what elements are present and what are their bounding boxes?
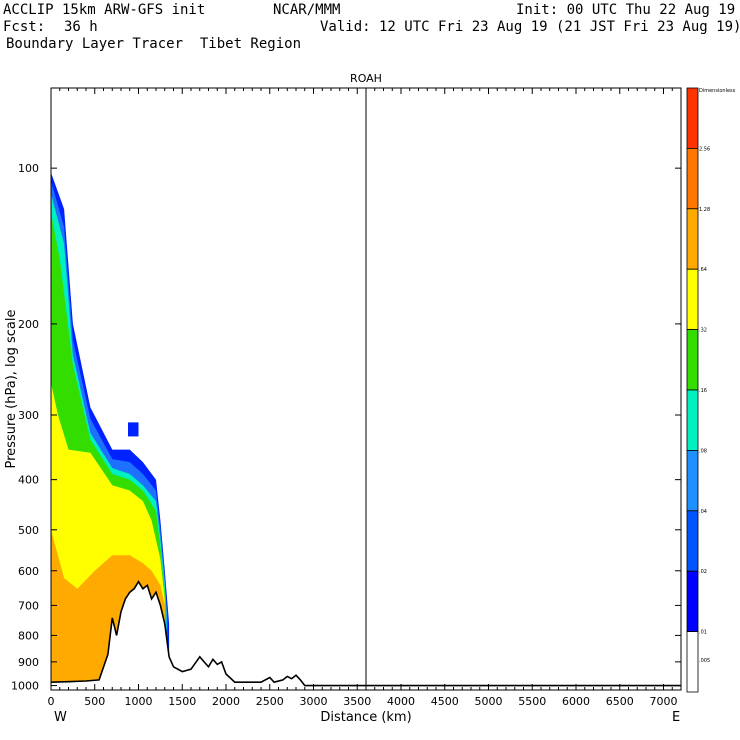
colorbar: Dimensionless 2.56 1.28 .64 .32 .16 .08 .04 .02.… <box>686 87 736 693</box>
x-tick-label: 5000 <box>475 695 503 708</box>
colorbar-label: .32 <box>699 328 707 334</box>
y-tick-label: 700 <box>18 599 39 612</box>
init-time: Init: 00 UTC Thu 22 Aug 19 <box>516 2 736 18</box>
x-tick-label: 5500 <box>518 695 546 708</box>
y-tick-label: 900 <box>18 656 39 669</box>
colorbar-swatch <box>686 147 699 210</box>
colorbar-label: 2.56 <box>699 146 710 152</box>
colorbar-swatch <box>686 631 699 693</box>
colorbar-swatch <box>686 389 699 451</box>
y-tick-label: 1000 <box>11 680 39 693</box>
y-axis: 100 200 300 400 500 600 700 800 900 1000 <box>11 162 681 693</box>
x-tick-label: 2000 <box>212 695 240 708</box>
y-tick-label: 200 <box>18 318 39 331</box>
y-tick-label: 500 <box>18 524 39 537</box>
x-tick-label: 3500 <box>343 695 371 708</box>
colorbar-label: Dimensionless <box>699 88 736 94</box>
terrain-line <box>50 580 681 687</box>
colorbar-label: .04 <box>699 509 707 515</box>
colorbar-swatch <box>686 87 699 149</box>
x-tick-label: 6500 <box>606 695 634 708</box>
colorbar-label: .005 <box>699 658 710 664</box>
west-label: W <box>54 710 67 725</box>
forecast-hour: 36 h <box>64 19 98 35</box>
x-tick-label: 0 <box>48 695 55 708</box>
colorbar-swatch <box>686 268 699 331</box>
terrain-fill <box>51 581 681 690</box>
x-axis: 0 500 1000 1500 2000 2500 3000 3500 4000 4500 5000… <box>48 88 678 708</box>
colorbar-label: .01 <box>699 630 707 636</box>
colorbar-label: .64 <box>699 267 707 273</box>
y-tick-label: 100 <box>18 162 39 175</box>
x-tick-label: 6000 <box>562 695 590 708</box>
x-tick-label: 500 <box>84 695 105 708</box>
model-title: ACCLIP 15km ARW-GFS init <box>3 2 206 18</box>
chart-title: ROAH <box>350 72 382 85</box>
organization-label: NCAR/MMM <box>273 2 341 18</box>
x-axis-title: Distance (km) <box>320 710 411 725</box>
colorbar-swatch <box>686 570 699 633</box>
valid-time: Valid: 12 UTC Fri 23 Aug 19 (21 JST Fri … <box>320 19 740 35</box>
field-title: Boundary Layer Tracer Tibet Region <box>6 36 302 52</box>
colorbar-swatch <box>686 449 699 512</box>
colorbar-label: .08 <box>699 448 707 454</box>
colorbar-label: .16 <box>699 388 707 394</box>
x-tick-label: 7000 <box>650 695 678 708</box>
colorbar-label: 1.28 <box>699 207 710 213</box>
y-tick-label: 800 <box>18 629 39 642</box>
x-tick-label: 2500 <box>256 695 284 708</box>
y-axis-title: Pressure (hPa), log scale <box>4 310 19 469</box>
forecast-label: Fcst: <box>3 19 46 35</box>
colorbar-label: .02 <box>699 569 707 575</box>
east-label: E <box>672 710 680 725</box>
y-tick-label: 400 <box>18 474 39 487</box>
y-tick-label: 300 <box>18 409 39 422</box>
x-tick-label: 1500 <box>168 695 196 708</box>
terrain <box>50 580 681 690</box>
tracer-blob <box>128 422 139 437</box>
x-tick-label: 3000 <box>300 695 328 708</box>
x-tick-label: 4000 <box>387 695 415 708</box>
colorbar-swatch <box>686 208 699 270</box>
y-tick-label: 600 <box>18 565 39 578</box>
x-tick-label: 4500 <box>431 695 459 708</box>
colorbar-swatch <box>686 510 699 572</box>
x-tick-label: 1000 <box>125 695 153 708</box>
colorbar-swatch <box>686 329 699 391</box>
